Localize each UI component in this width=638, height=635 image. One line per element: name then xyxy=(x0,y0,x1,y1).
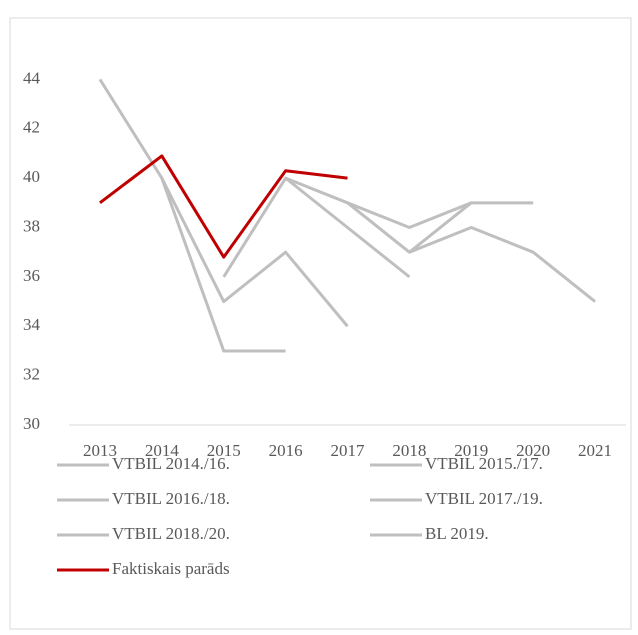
x-tick-label: 2019 xyxy=(454,441,488,460)
series-line xyxy=(99,154,348,259)
legend-label: VTBIL 2014./16. xyxy=(112,454,230,473)
x-tick-label: 2014 xyxy=(145,441,180,460)
legend-label: VTBIL 2015./17. xyxy=(425,454,543,473)
x-tick-label: 2021 xyxy=(578,441,612,460)
x-tick-label: 2017 xyxy=(331,441,366,460)
series-line xyxy=(346,201,534,254)
x-tick-label: 2013 xyxy=(83,441,117,460)
legend-label: VTBIL 2018./20. xyxy=(112,524,230,543)
y-tick-label: 40 xyxy=(23,167,40,186)
series-line xyxy=(160,177,349,328)
y-tick-label: 36 xyxy=(23,266,40,285)
x-tick-label: 2016 xyxy=(269,441,303,460)
x-tick-label: 2015 xyxy=(207,441,241,460)
y-tick-label: 44 xyxy=(23,68,41,87)
frame xyxy=(9,17,632,630)
legend-label: VTBIL 2016./18. xyxy=(112,489,230,508)
x-tick-label: 2020 xyxy=(516,441,550,460)
y-tick-label: 34 xyxy=(23,315,41,334)
legend-label: BL 2019. xyxy=(425,524,489,543)
series-line xyxy=(222,176,411,279)
y-tick-label: 38 xyxy=(23,216,40,235)
x-tick-label: 2018 xyxy=(392,441,426,460)
y-tick-label: 42 xyxy=(23,118,40,137)
series-line xyxy=(98,78,286,353)
legend-label: Faktiskais parāds xyxy=(112,559,230,578)
series-line xyxy=(408,226,596,303)
legend-label: VTBIL 2017./19. xyxy=(425,489,543,508)
y-tick-label: 30 xyxy=(23,414,40,433)
series-line xyxy=(285,176,472,229)
y-tick-label: 32 xyxy=(23,365,40,384)
